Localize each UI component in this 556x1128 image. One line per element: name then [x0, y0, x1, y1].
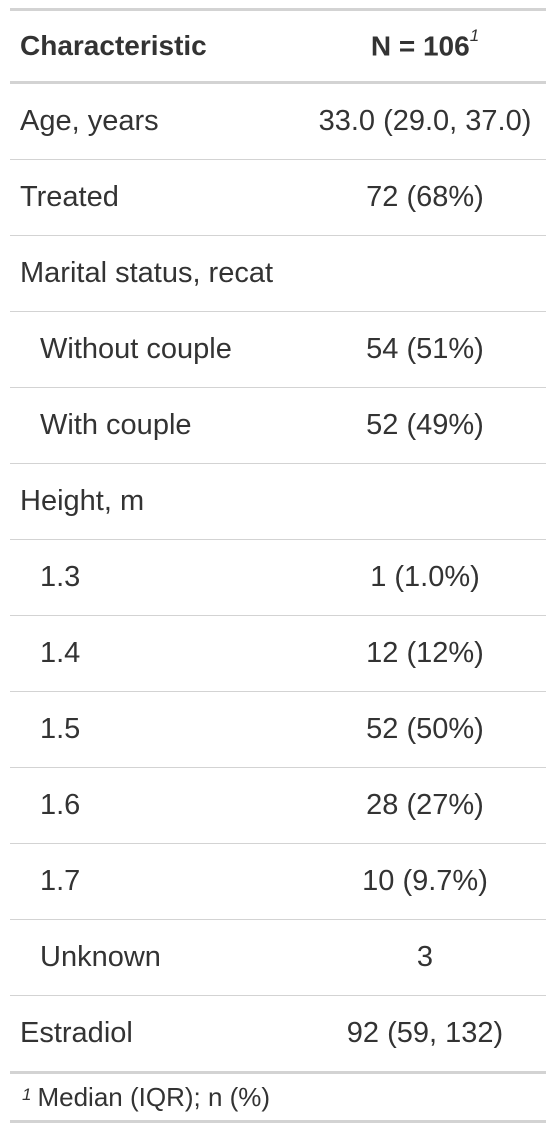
table-row: Without couple 54 (51%) [10, 312, 546, 388]
table-row: 1.3 1 (1.0%) [10, 540, 546, 616]
row-label: 1.7 [10, 844, 304, 920]
table-row: 1.6 28 (27%) [10, 768, 546, 844]
table-row: Height, m [10, 464, 546, 540]
row-value: 12 (12%) [304, 616, 546, 692]
header-n-label: N = 106 [371, 30, 470, 61]
row-label: 1.5 [10, 692, 304, 768]
table-row: Age, years 33.0 (29.0, 37.0) [10, 83, 546, 160]
header-n: N = 1061 [304, 10, 546, 83]
row-value: 28 (27%) [304, 768, 546, 844]
summary-table: Characteristic N = 1061 Age, years 33.0 … [10, 8, 546, 1074]
table-footnote: 1 Median (IQR); n (%) [10, 1074, 546, 1123]
row-value: 54 (51%) [304, 312, 546, 388]
row-value: 3 [304, 920, 546, 996]
row-value: 52 (50%) [304, 692, 546, 768]
row-value: 1 (1.0%) [304, 540, 546, 616]
row-label: 1.4 [10, 616, 304, 692]
row-label: Unknown [10, 920, 304, 996]
row-label: 1.3 [10, 540, 304, 616]
header-row: Characteristic N = 1061 [10, 10, 546, 83]
header-footnote-mark: 1 [470, 26, 479, 45]
table-row: 1.4 12 (12%) [10, 616, 546, 692]
row-label: Height, m [10, 464, 304, 540]
row-value: 72 (68%) [304, 160, 546, 236]
row-label: Without couple [10, 312, 304, 388]
table-row: Unknown 3 [10, 920, 546, 996]
footnote-text: Median (IQR); n (%) [37, 1082, 270, 1113]
row-value [304, 236, 546, 312]
table-row: Treated 72 (68%) [10, 160, 546, 236]
row-value: 92 (59, 132) [304, 996, 546, 1073]
footnote-mark: 1 [22, 1085, 31, 1105]
row-label: With couple [10, 388, 304, 464]
row-label: Marital status, recat [10, 236, 304, 312]
table-row: 1.5 52 (50%) [10, 692, 546, 768]
table-row: With couple 52 (49%) [10, 388, 546, 464]
table-row: Estradiol 92 (59, 132) [10, 996, 546, 1073]
row-value: 10 (9.7%) [304, 844, 546, 920]
row-label: Estradiol [10, 996, 304, 1073]
summary-table-container: Characteristic N = 1061 Age, years 33.0 … [10, 8, 546, 1123]
row-label: Age, years [10, 83, 304, 160]
row-label: Treated [10, 160, 304, 236]
row-label: 1.6 [10, 768, 304, 844]
row-value: 52 (49%) [304, 388, 546, 464]
table-row: 1.7 10 (9.7%) [10, 844, 546, 920]
row-value: 33.0 (29.0, 37.0) [304, 83, 546, 160]
row-value [304, 464, 546, 540]
header-characteristic: Characteristic [10, 10, 304, 83]
table-row: Marital status, recat [10, 236, 546, 312]
